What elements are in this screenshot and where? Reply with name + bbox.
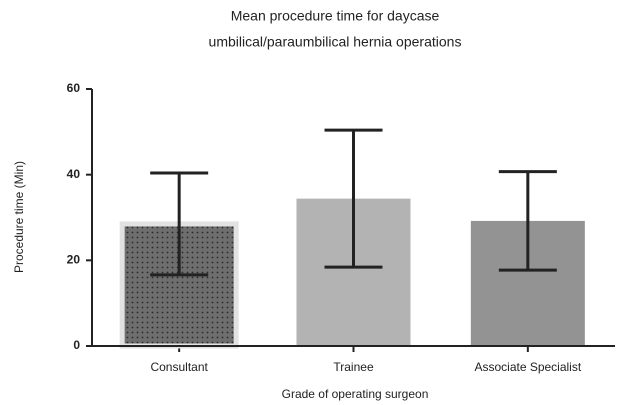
- x-tick-label: Consultant: [150, 360, 208, 374]
- y-tick-label: 20: [67, 253, 81, 267]
- y-tick-label: 0: [73, 338, 80, 352]
- y-tick-label: 60: [67, 81, 81, 95]
- chart-title: Mean procedure time for daycase: [231, 8, 440, 24]
- chart-title: umbilical/paraumbilical hernia operation…: [209, 34, 462, 50]
- x-axis-label: Grade of operating surgeon: [282, 387, 429, 401]
- x-tick-label: Associate Specialist: [474, 360, 581, 374]
- y-axis-label: Procedure time (Min): [12, 161, 26, 273]
- y-tick-label: 40: [67, 167, 81, 181]
- x-tick-label: Trainee: [333, 360, 374, 374]
